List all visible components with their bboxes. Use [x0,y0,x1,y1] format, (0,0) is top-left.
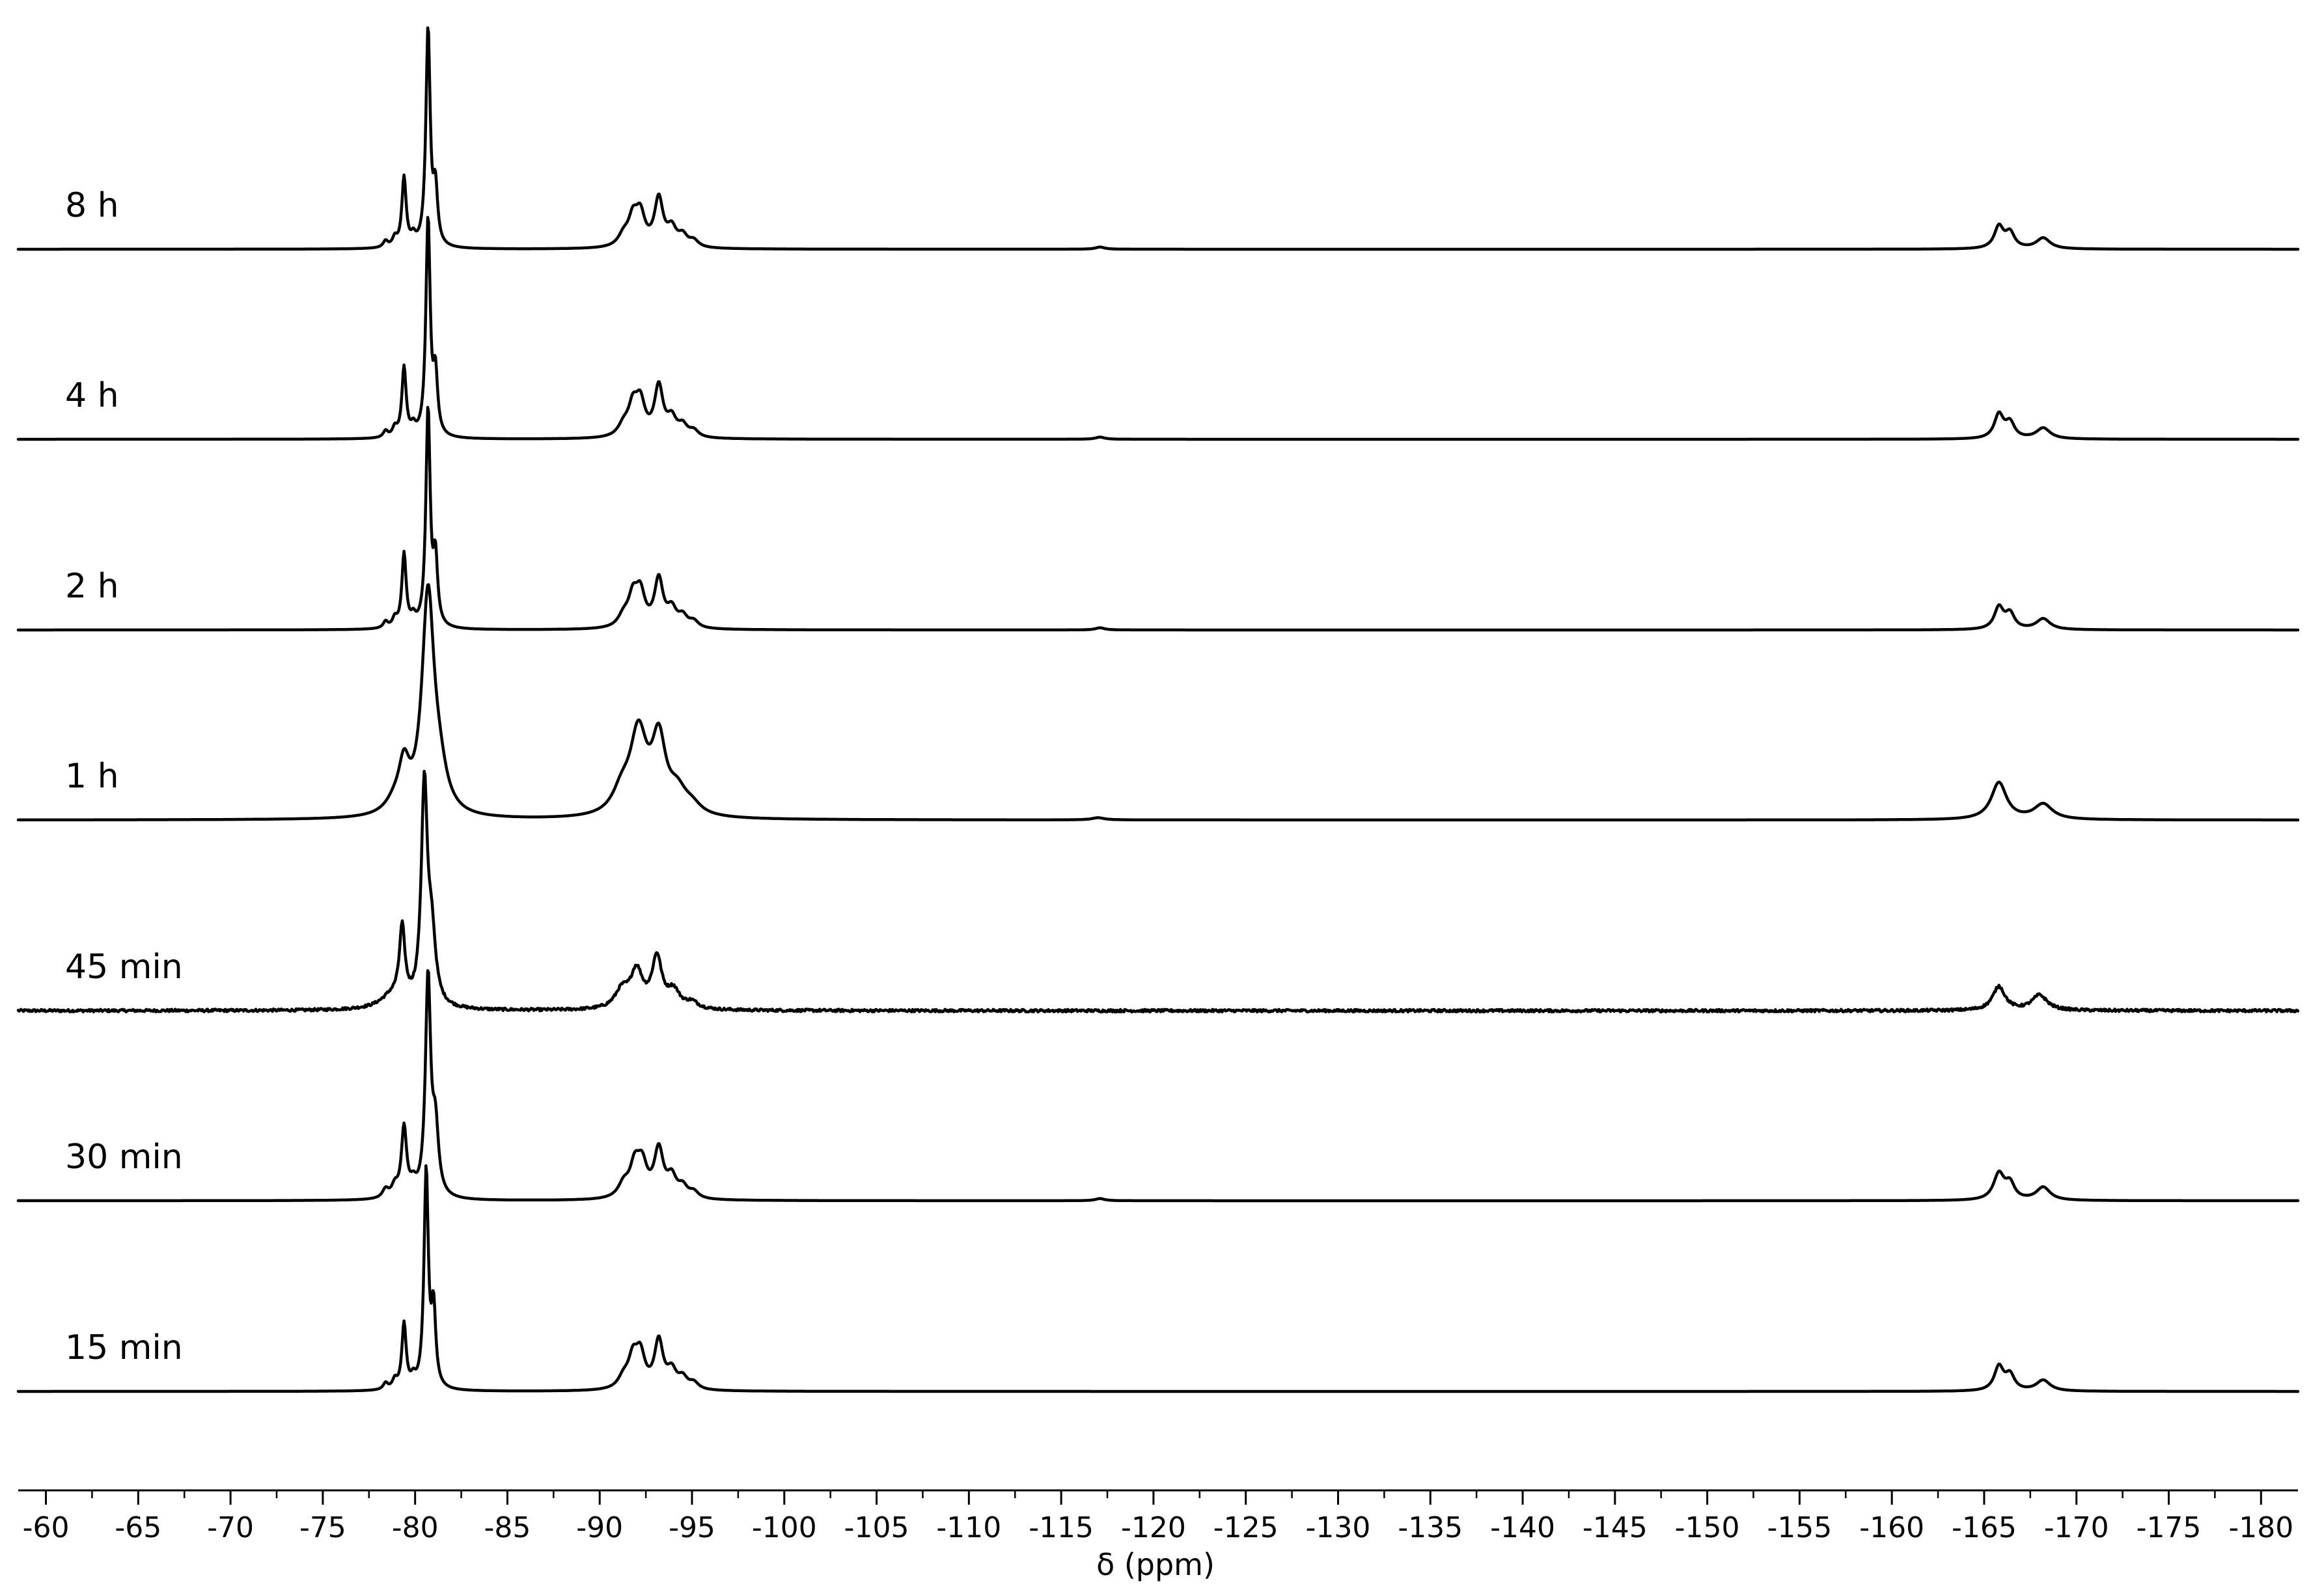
spectrum-trace [16,215,2300,441]
trace-label: 4 h [65,376,119,415]
x-tick-label: -105 [844,1511,909,1544]
x-tick-label: -70 [207,1511,254,1544]
x-tick-label: -155 [1767,1511,1832,1544]
x-ticks: -60 -65 -70 -75 -80 -85 -90 -95 -100 -105 -110 -115… [23,1490,2293,1544]
spectrum-trace [16,969,2300,1203]
x-tick-label: -110 [936,1511,1001,1544]
x-tick-label: -145 [1583,1511,1648,1544]
trace-label: 8 h [65,186,119,225]
spectrum-trace [16,769,2300,1014]
spectrum-trace [16,1164,2300,1393]
x-tick-label: -75 [299,1511,346,1544]
x-axis: -60 -65 -70 -75 -80 -85 -90 -95 -100 -105 -110 -115… [18,1489,2298,1582]
trace-labels: 8 h 4 h 2 h 1 h 45 min 30 min 15 min [65,186,183,1367]
x-tick-label: -95 [669,1511,715,1544]
trace-label: 15 min [65,1328,183,1367]
x-tick-label: -125 [1213,1511,1279,1544]
x-tick-label: -180 [2228,1511,2293,1544]
x-tick-label: -165 [1952,1511,2017,1544]
spectrum-trace [16,405,2300,632]
x-axis-label: δ (ppm) [1096,1547,1215,1582]
trace-label: 2 h [65,567,119,606]
trace-label: 30 min [65,1138,183,1177]
x-tick-label: -175 [2137,1511,2202,1544]
x-tick-label: -100 [752,1511,817,1544]
spectra-traces [16,26,2300,1393]
trace-label: 45 min [65,948,183,987]
x-tick-label: -120 [1121,1511,1186,1544]
x-tick-label: -170 [2044,1511,2109,1544]
x-tick-label: -160 [1859,1511,1924,1544]
spectrum-trace [16,583,2300,822]
x-tick-label: -85 [484,1511,531,1544]
x-tick-label: -60 [23,1511,70,1544]
x-tick-label: -65 [115,1511,161,1544]
x-tick-label: -115 [1029,1511,1094,1544]
x-tick-label: -80 [392,1511,439,1544]
x-tick-label: -150 [1675,1511,1740,1544]
trace-label: 1 h [65,757,119,796]
x-tick-label: -130 [1306,1511,1371,1544]
x-tick-label: -90 [576,1511,623,1544]
x-tick-label: -140 [1490,1511,1555,1544]
x-tick-label: -135 [1398,1511,1463,1544]
spectrum-trace [16,26,2300,251]
